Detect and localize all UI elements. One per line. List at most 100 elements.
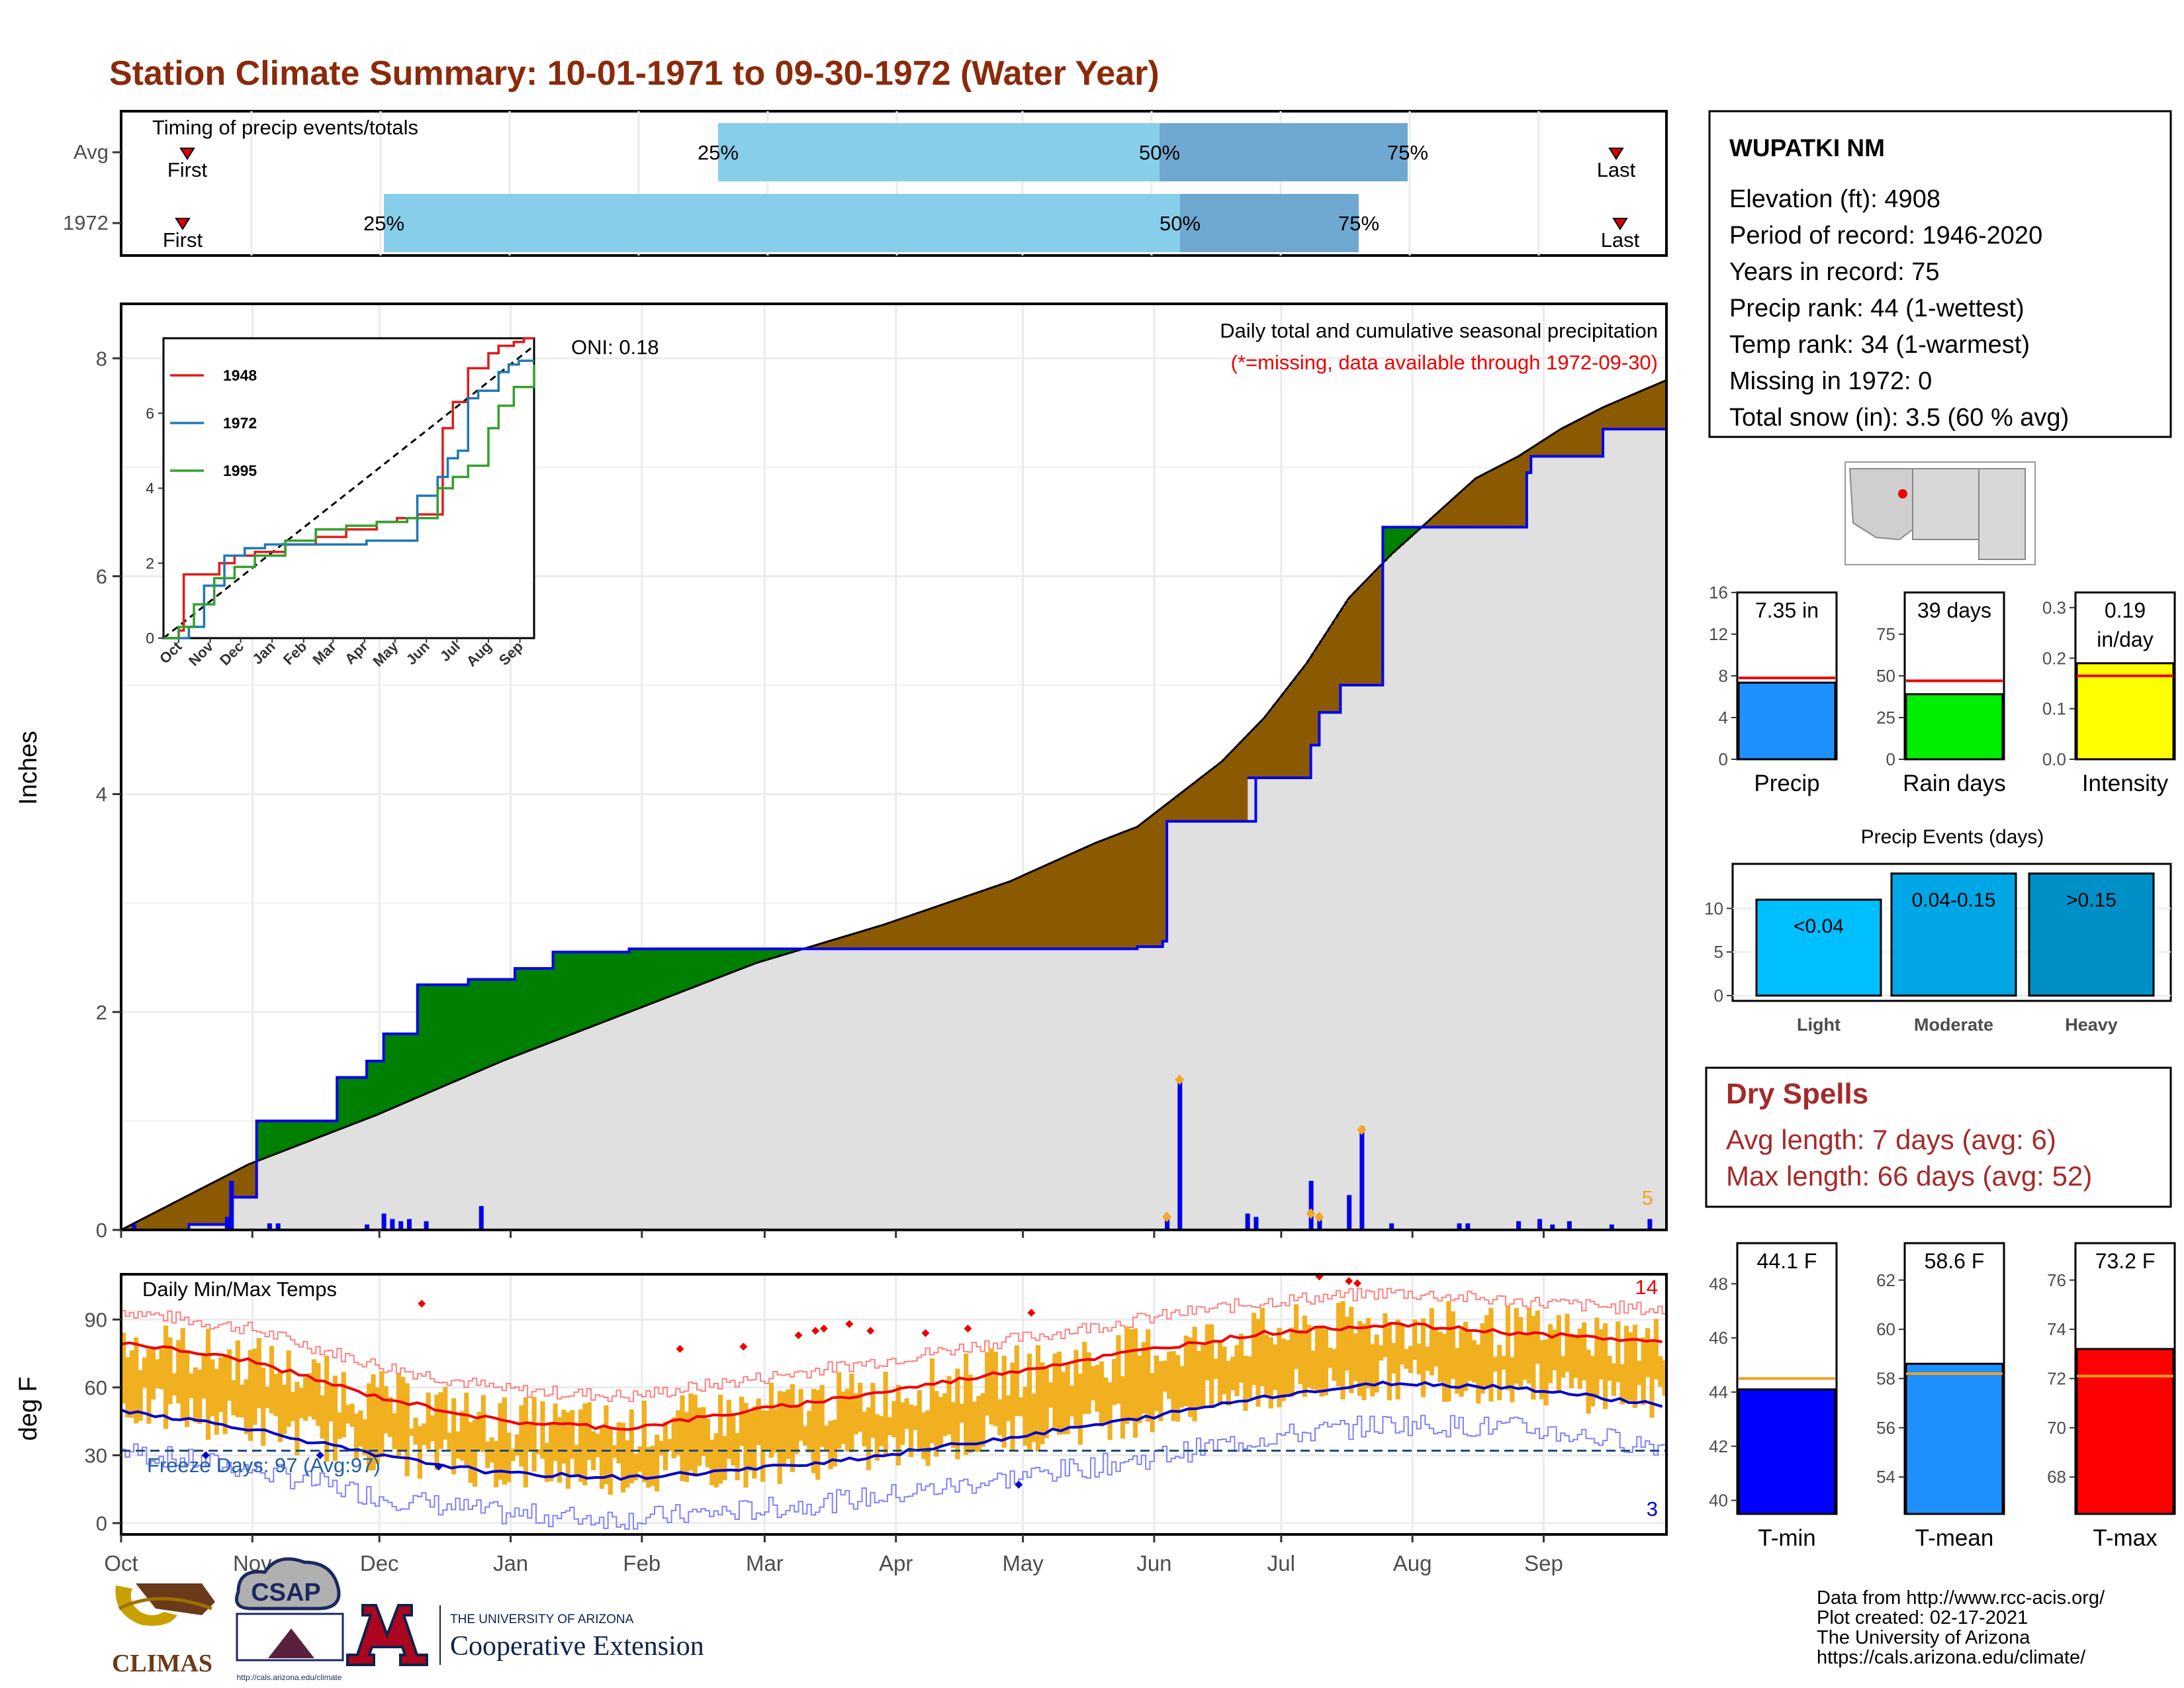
daily-temp-bar [1132, 1328, 1138, 1438]
daily-temp-bar [718, 1395, 723, 1484]
difference-fill [608, 952, 613, 1019]
difference-fill [210, 1183, 215, 1225]
daily-temp-bar [633, 1453, 639, 1481]
timing-1972-bar-25-50 [384, 194, 1180, 252]
difference-fill [1103, 839, 1109, 949]
tmax-summary-bar: 68 70 72 74 76 T-max 73.2 F [2047, 1242, 2176, 1551]
daily-temp-bar [1510, 1357, 1515, 1403]
difference-fill [345, 1077, 351, 1127]
difference-fill [1027, 872, 1032, 949]
difference-fill [1099, 841, 1104, 949]
daily-temp-bar [248, 1350, 253, 1441]
difference-fill [1531, 447, 1536, 457]
daily-temp-bar [171, 1373, 177, 1395]
daily-temp-bar [1649, 1342, 1655, 1418]
value-bar [1737, 681, 1837, 761]
difference-fill [1450, 499, 1455, 528]
value-bar [1737, 1388, 1837, 1515]
daily-temp-bar [1294, 1304, 1299, 1370]
y-tick-label: 74 [2047, 1319, 2066, 1339]
difference-fill [874, 927, 880, 949]
difference-fill [786, 949, 791, 954]
inset-series-line [163, 359, 534, 639]
daily-temp-bar [159, 1348, 164, 1389]
difference-fill [1044, 865, 1049, 949]
record-low-marker [434, 1462, 443, 1471]
difference-fill [1116, 834, 1121, 949]
daily-precip-bar [1516, 1221, 1522, 1230]
timing-avg-bar-25-50 [718, 123, 1160, 181]
daily-temp-bar [662, 1421, 668, 1471]
difference-fill [625, 952, 630, 1013]
daily-temp-bar [1365, 1318, 1371, 1389]
daily-temp-bar [1192, 1327, 1197, 1422]
daily-temp-bar [764, 1410, 770, 1451]
difference-fill [684, 949, 689, 990]
difference-fill [1010, 880, 1015, 949]
daily-temp-bar [773, 1409, 778, 1453]
y-tick-label: 0.0 [2042, 749, 2066, 769]
daily-temp-bar [608, 1428, 613, 1495]
difference-fill [1162, 805, 1167, 941]
difference-fill [1217, 763, 1222, 821]
difference-fill [544, 968, 549, 1044]
daily-temp-bar [1349, 1307, 1354, 1393]
difference-fill [1158, 808, 1163, 947]
difference-fill [1641, 390, 1646, 430]
difference-fill [1095, 842, 1100, 949]
daily-temp-bar [273, 1374, 279, 1417]
average-cumulative-line [120, 379, 1667, 1231]
difference-fill [1429, 518, 1434, 528]
daily-temp-bar [1128, 1329, 1134, 1421]
difference-fill [400, 1033, 406, 1104]
daily-temp-bar [1073, 1350, 1079, 1427]
y-tick-label: 30 [85, 1444, 107, 1467]
daily-temp-bar [1213, 1358, 1218, 1380]
daily-precip-bar [478, 1205, 484, 1230]
difference-fill [375, 1060, 380, 1115]
difference-fill [891, 921, 897, 949]
oni-label: ONI: 0.18 [571, 336, 659, 359]
difference-fill [637, 949, 643, 1008]
difference-fill [1547, 436, 1553, 457]
difference-fill [1090, 844, 1095, 949]
difference-fill [1387, 527, 1392, 557]
y-tick-label: 62 [1876, 1270, 1895, 1290]
bar-value-label: in/day [2097, 628, 2153, 651]
daily-temp-bar [1328, 1347, 1333, 1368]
daily-temp-bar [828, 1421, 833, 1470]
daily-temp-bar [1416, 1343, 1422, 1375]
inset-legend-label: 1948 [223, 367, 257, 384]
daily-temp-bar [637, 1446, 643, 1472]
daily-temp-bar [480, 1395, 486, 1452]
daily-temp-bar [938, 1397, 943, 1447]
y-tick-label: 42 [1709, 1436, 1728, 1456]
difference-fill [1361, 583, 1367, 686]
daily-precip-bar [224, 1217, 230, 1230]
precip-panel: 0 2 4 6 8 Inches ONI: 0.18 Daily total and c… [15, 303, 1668, 1242]
difference-fill [777, 949, 782, 957]
difference-fill [1065, 855, 1070, 949]
difference-fill [1056, 859, 1062, 949]
daily-temp-bar [146, 1348, 152, 1424]
daily-temp-bar [1459, 1329, 1464, 1397]
daily-temp-bar [1582, 1322, 1587, 1381]
ua-big-text: Cooperative Extension [450, 1631, 704, 1662]
daily-temp-bar [722, 1436, 727, 1480]
record-low-marker [201, 1451, 210, 1460]
daily-temp-bar [269, 1346, 275, 1414]
daily-temp-bar [1662, 1360, 1667, 1396]
difference-fill [1336, 614, 1342, 713]
daily-temp-bar [1573, 1335, 1578, 1378]
event-bar-range-label: <0.04 [1794, 915, 1844, 937]
daily-temp-bar [544, 1442, 549, 1482]
difference-fill [781, 949, 786, 955]
daily-temp-bar [226, 1349, 232, 1401]
difference-fill [946, 902, 952, 949]
daily-temp-bar [535, 1449, 541, 1454]
daily-temp-bar [798, 1389, 803, 1441]
ua-small-text: THE UNIVERSITY OF ARIZONA [450, 1613, 634, 1626]
daily-temp-bar [1535, 1310, 1540, 1364]
y-tick-label: 4 [1719, 708, 1728, 727]
daily-precip-bar [424, 1221, 429, 1230]
